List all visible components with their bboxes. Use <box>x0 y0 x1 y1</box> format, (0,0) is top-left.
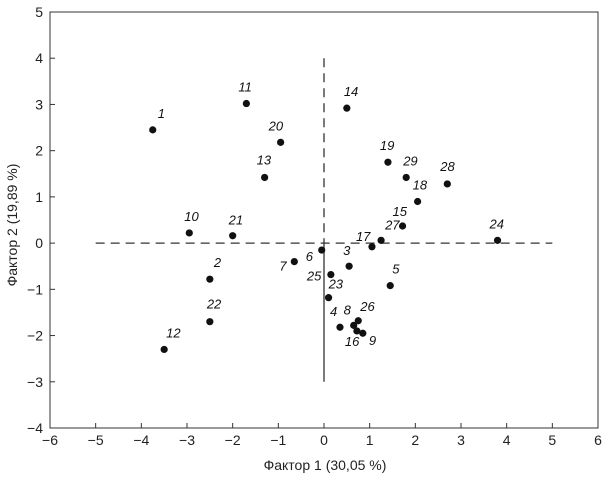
data-point <box>493 236 502 244</box>
data-point-label: 4 <box>330 304 337 319</box>
data-point-label: 14 <box>344 84 358 99</box>
data-point-label: 2 <box>213 255 222 270</box>
data-point <box>345 262 353 270</box>
data-point <box>402 173 410 182</box>
y-tick-label: 2 <box>35 143 43 159</box>
data-point <box>327 270 335 279</box>
y-tick-label: 4 <box>35 50 43 66</box>
data-point-label: 29 <box>402 153 417 168</box>
data-point-label: 22 <box>206 297 222 312</box>
data-point <box>443 180 451 188</box>
data-point <box>359 329 367 337</box>
data-point <box>206 318 214 326</box>
data-point-label: 25 <box>306 269 322 284</box>
data-point <box>261 173 269 182</box>
data-point <box>343 104 351 112</box>
y-tick-label: −1 <box>27 281 43 297</box>
data-point-label: 6 <box>306 249 314 264</box>
y-axis-title: Фактор 2 (19,89 %) <box>4 164 20 287</box>
data-point <box>384 158 392 166</box>
data-point-label: 16 <box>345 334 360 349</box>
data-point-label: 12 <box>166 325 181 340</box>
x-tick-label: −3 <box>179 432 195 448</box>
data-point-label: 5 <box>392 262 400 277</box>
data-point <box>324 294 333 302</box>
x-tick-label: 1 <box>366 432 374 448</box>
x-tick-label: 6 <box>594 432 602 448</box>
data-point-label: 21 <box>228 213 243 228</box>
x-tick-label: −5 <box>88 432 104 448</box>
x-tick-label: −1 <box>270 432 286 448</box>
x-tick-label: 0 <box>320 432 328 448</box>
data-point-label: 15 <box>393 204 408 219</box>
data-point-label: 3 <box>343 243 351 258</box>
data-point <box>368 243 376 251</box>
data-point-label: 20 <box>268 118 284 133</box>
y-tick-label: 1 <box>35 189 43 205</box>
data-point-label: 26 <box>359 299 375 314</box>
y-tick-label: −2 <box>27 328 43 344</box>
data-point-label: 11 <box>238 80 252 95</box>
data-point-label: 9 <box>369 333 376 348</box>
data-point <box>398 222 407 230</box>
data-point <box>350 321 358 329</box>
data-point <box>149 126 157 134</box>
data-point <box>290 258 298 266</box>
data-point <box>318 246 326 254</box>
data-point-label: 7 <box>279 259 287 274</box>
data-point <box>377 236 385 244</box>
data-point-label: 19 <box>380 138 394 153</box>
y-tick-label: 3 <box>35 96 43 112</box>
x-tick-label: −6 <box>42 432 58 448</box>
x-tick-label: 3 <box>457 432 465 448</box>
data-point-label: 13 <box>257 152 272 167</box>
x-axis-title: Фактор 1 (30,05 %) <box>264 457 387 473</box>
data-point-label: 10 <box>184 209 199 224</box>
data-point <box>336 323 344 331</box>
y-tick-label: 0 <box>35 235 43 251</box>
data-point <box>185 229 193 237</box>
data-point-label: 18 <box>413 178 428 193</box>
x-tick-label: −2 <box>225 432 241 448</box>
x-tick-label: 2 <box>411 432 419 448</box>
data-point-label: 24 <box>489 216 504 231</box>
data-point-label: 27 <box>384 217 400 232</box>
data-point <box>206 275 214 283</box>
x-tick-label: 5 <box>548 432 556 448</box>
data-point <box>386 282 394 290</box>
data-point-label: 1 <box>158 106 165 121</box>
y-tick-label: −3 <box>27 374 43 390</box>
x-tick-label: 4 <box>503 432 511 448</box>
data-point-label: 23 <box>328 277 344 292</box>
data-point-label: 8 <box>344 302 352 317</box>
data-point <box>414 197 422 206</box>
data-point <box>277 138 285 146</box>
data-point <box>160 345 168 354</box>
y-tick-label: 5 <box>35 4 43 20</box>
data-point <box>353 327 361 335</box>
data-point <box>354 317 362 325</box>
data-point-label: 17 <box>356 229 371 244</box>
data-point-label: 28 <box>439 159 455 174</box>
y-tick-label: −4 <box>27 420 43 436</box>
data-point <box>242 99 250 108</box>
x-tick-label: −4 <box>133 432 149 448</box>
data-point <box>229 232 237 240</box>
